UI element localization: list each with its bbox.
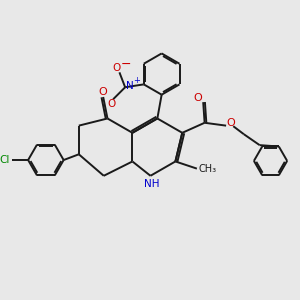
Text: O: O — [108, 99, 116, 110]
Text: CH₃: CH₃ — [199, 164, 217, 174]
Text: −: − — [121, 58, 131, 71]
Text: O: O — [226, 118, 235, 128]
Text: O: O — [112, 63, 121, 73]
Text: O: O — [99, 87, 108, 97]
Text: N: N — [126, 81, 133, 91]
Text: NH: NH — [144, 179, 160, 189]
Text: +: + — [133, 76, 140, 85]
Text: Cl: Cl — [0, 155, 10, 165]
Text: O: O — [194, 93, 203, 103]
